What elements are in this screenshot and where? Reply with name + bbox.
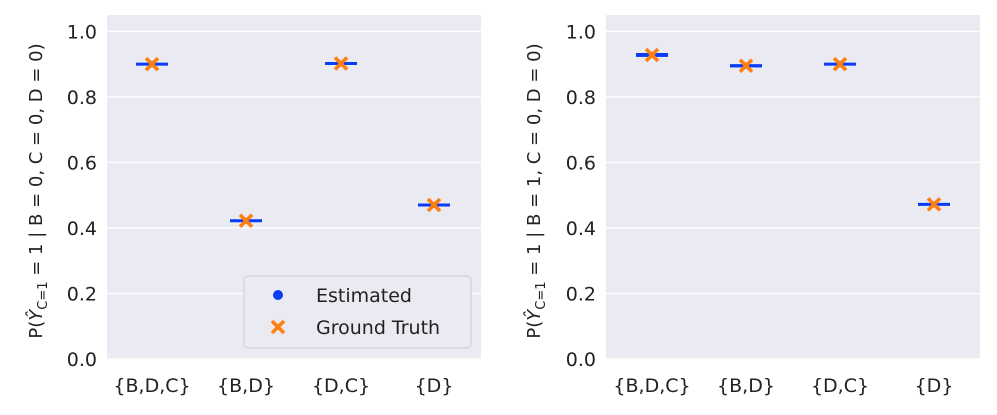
x-tick-label: {B,D,C}: [613, 375, 690, 397]
x-tick-label: {D,C}: [811, 375, 869, 397]
y-axis-label-symbol: Ŷ: [25, 308, 47, 321]
y-tick-label: 0.2: [67, 283, 97, 305]
chart-panel-1: 0.0 0.2 0.4 0.6 0.8 1.0 {B,D,C} {B,D} {D,C} {D} P(…: [25, 15, 481, 397]
y-tick-label: 0.8: [566, 87, 596, 109]
x-tick-label: {B,D}: [217, 375, 275, 397]
y-tick-label: 0.4: [67, 218, 97, 240]
ground-truth-point: [426, 197, 442, 213]
x-tick-label: {B,D,C}: [113, 375, 190, 397]
ground-truth-point: [832, 56, 848, 72]
y-tick-label: 0.6: [566, 152, 596, 174]
y-tick-label: 1.0: [566, 21, 596, 43]
x-tick-label: {D,C}: [312, 375, 370, 397]
ground-truth-point: [238, 213, 254, 229]
ground-truth-point: [644, 47, 660, 63]
y-tick-label: 0.4: [566, 218, 596, 240]
x-tick-label: {B,D}: [717, 375, 775, 397]
plot-area: [606, 15, 980, 359]
legend: Estimated Ground Truth: [243, 275, 472, 349]
ground-truth-point: [926, 197, 942, 212]
y-tick-label: 0.8: [67, 87, 97, 109]
y-axis-label-rest: = 1 | B = 1, C = 0, D = 0): [524, 43, 545, 281]
y-tick-label: 0.0: [566, 349, 596, 371]
legend-estimated-marker: [273, 290, 283, 300]
y-tick-label: 0.0: [67, 349, 97, 371]
y-tick-label: 1.0: [67, 21, 97, 43]
y-axis-label-subscript: C=1: [534, 281, 549, 309]
y-axis-label: P(ŶC=1 = 1 | B = 1, C = 0, D = 0): [523, 43, 549, 338]
y-axis-label-prefix: P(: [26, 321, 47, 339]
y-axis-label-prefix: P(: [524, 321, 545, 339]
y-axis-label: P(ŶC=1 = 1 | B = 0, C = 0, D = 0): [25, 43, 51, 338]
legend-ground-truth-label: Ground Truth: [316, 317, 440, 339]
x-tick-label: {D}: [415, 375, 454, 397]
y-axis-label-symbol: Ŷ: [523, 308, 545, 321]
chart-panel-2: 0.0 0.2 0.4 0.6 0.8 1.0 {B,D,C} {B,D} {D,C} {D} P(…: [523, 15, 980, 397]
legend-box: [243, 275, 472, 349]
legend-estimated-label: Estimated: [316, 285, 412, 307]
ground-truth-point: [738, 58, 754, 74]
ground-truth-point: [333, 56, 349, 71]
x-tick-label: {D}: [915, 375, 954, 397]
y-axis-label-rest: = 1 | B = 0, C = 0, D = 0): [26, 43, 47, 281]
y-tick-label: 0.6: [67, 152, 97, 174]
legend-ground-truth-marker: [270, 319, 286, 335]
y-axis-label-subscript: C=1: [36, 281, 51, 309]
ground-truth-point: [144, 56, 160, 72]
y-tick-label: 0.2: [566, 283, 596, 305]
